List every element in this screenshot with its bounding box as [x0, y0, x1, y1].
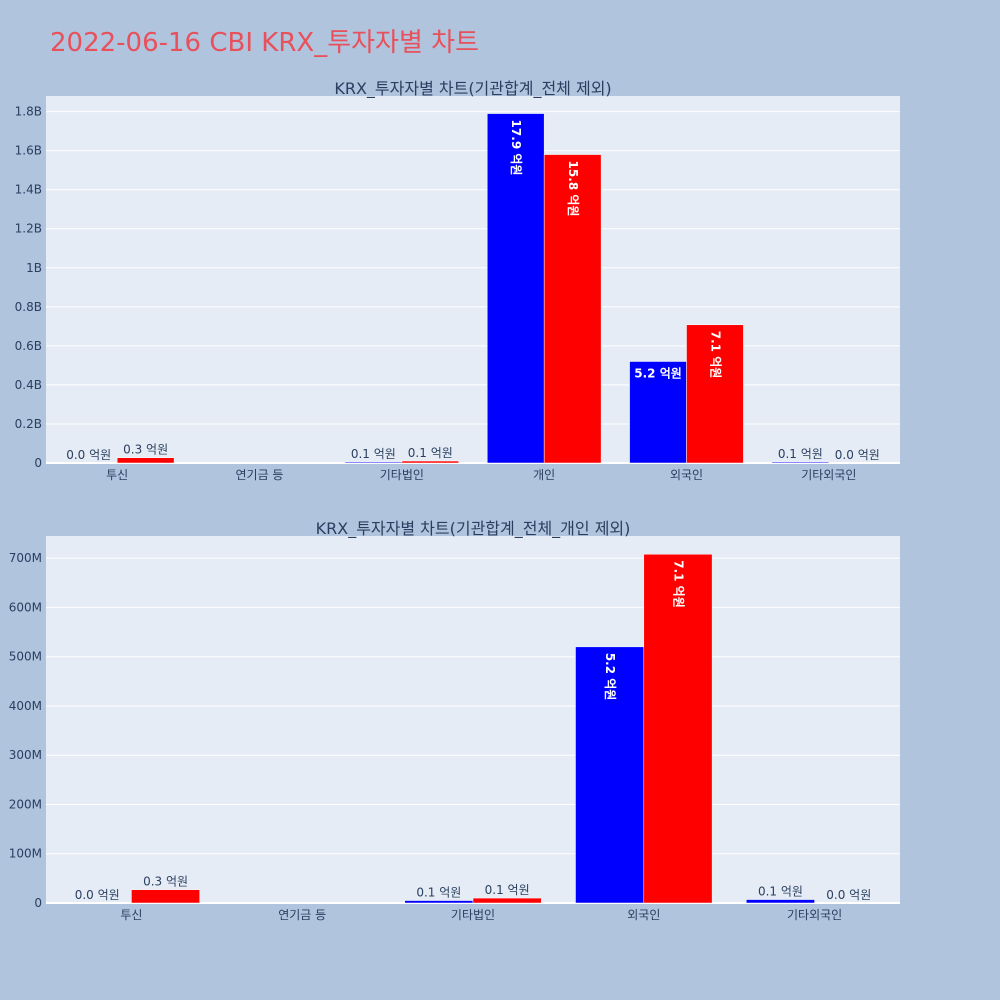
bar	[131, 889, 200, 904]
data-label: 0.1 억원	[416, 886, 461, 900]
y-tick-label: 1.6B	[15, 144, 42, 158]
data-label: 0.1 억원	[485, 883, 530, 897]
y-tick-label: 1B	[26, 261, 42, 275]
chart-top: KRX_투자자별 차트(기관합계_전체 제외) 0 0.2B 0.4B 0.6B 0.8B…	[15, 79, 900, 482]
y-tick-label: 200M	[9, 797, 42, 811]
data-label: 0.1 억원	[758, 885, 803, 899]
y-tick-label: 300M	[9, 748, 42, 762]
chart-bottom: KRX_투자자별 차트(기관합계_전체_개인 제외) 0 100M 200M 300M 4…	[9, 519, 900, 922]
data-label: 0.3 억원	[143, 875, 188, 889]
x-tick-label: 기타법인	[451, 908, 495, 922]
chart-title: KRX_투자자별 차트(기관합계_전체_개인 제외)	[316, 519, 631, 539]
bar	[643, 553, 713, 904]
bar	[629, 361, 687, 464]
data-label: 0.1 억원	[351, 447, 396, 461]
data-label: 0.1 억원	[408, 446, 453, 460]
bar	[344, 461, 403, 464]
data-label: 0.0 억원	[835, 448, 880, 462]
chart-title: KRX_투자자별 차트(기관합계_전체 제외)	[334, 79, 611, 99]
bar	[401, 460, 460, 464]
x-tick-label: 외국인	[627, 908, 660, 922]
data-label: 7.1 억원	[671, 560, 685, 608]
data-label: 5.2 억원	[634, 366, 682, 380]
data-label: 0.0 억원	[66, 448, 111, 462]
data-label: 0.1 억원	[778, 447, 823, 461]
data-label: 15.8 억원	[566, 161, 580, 217]
x-tick-label: 투신	[120, 908, 142, 922]
plot-area	[46, 536, 900, 903]
x-tick-label: 기타외국인	[801, 468, 856, 482]
data-label: 17.9 억원	[509, 120, 523, 176]
data-label: 0.0 억원	[75, 888, 120, 902]
data-label: 7.1 억원	[708, 331, 722, 379]
data-label: 0.3 억원	[123, 443, 168, 457]
y-tick-label: 0.4B	[15, 378, 42, 392]
x-tick-label: 개인	[533, 468, 555, 482]
bar	[543, 154, 602, 464]
y-tick-label: 0	[34, 896, 42, 910]
x-tick-label: 연기금 등	[278, 908, 326, 922]
y-tick-label: 500M	[9, 650, 42, 664]
x-tick-label: 투신	[106, 468, 128, 482]
y-tick-label: 400M	[9, 699, 42, 713]
data-label: 0.0 억원	[826, 888, 871, 902]
x-tick-label: 외국인	[670, 468, 703, 482]
y-tick-label: 100M	[9, 847, 42, 861]
x-tick-label: 기타법인	[380, 468, 424, 482]
y-tick-label: 1.8B	[15, 105, 42, 119]
y-tick-label: 0.2B	[15, 417, 42, 431]
y-tick-label: 700M	[9, 551, 42, 565]
x-tick-label: 연기금 등	[236, 468, 284, 482]
page-title: 2022-06-16 CBI KRX_투자자별 차트	[50, 28, 479, 58]
bar	[116, 457, 175, 464]
data-label: 5.2 억원	[603, 653, 617, 701]
y-tick-label: 0.8B	[15, 300, 42, 314]
y-tick-label: 0.6B	[15, 339, 42, 353]
bar	[472, 897, 542, 904]
bar	[404, 900, 474, 904]
bar	[686, 324, 744, 464]
x-tick-label: 기타외국인	[787, 908, 842, 922]
y-tick-label: 1.2B	[15, 222, 42, 236]
y-tick-label: 0	[34, 456, 42, 470]
y-tick-label: 1.4B	[15, 183, 42, 197]
y-tick-label: 600M	[9, 600, 42, 614]
bar	[746, 899, 815, 904]
plot-area	[46, 96, 900, 463]
bar	[771, 461, 830, 464]
bar	[575, 646, 645, 904]
bar	[486, 113, 545, 464]
